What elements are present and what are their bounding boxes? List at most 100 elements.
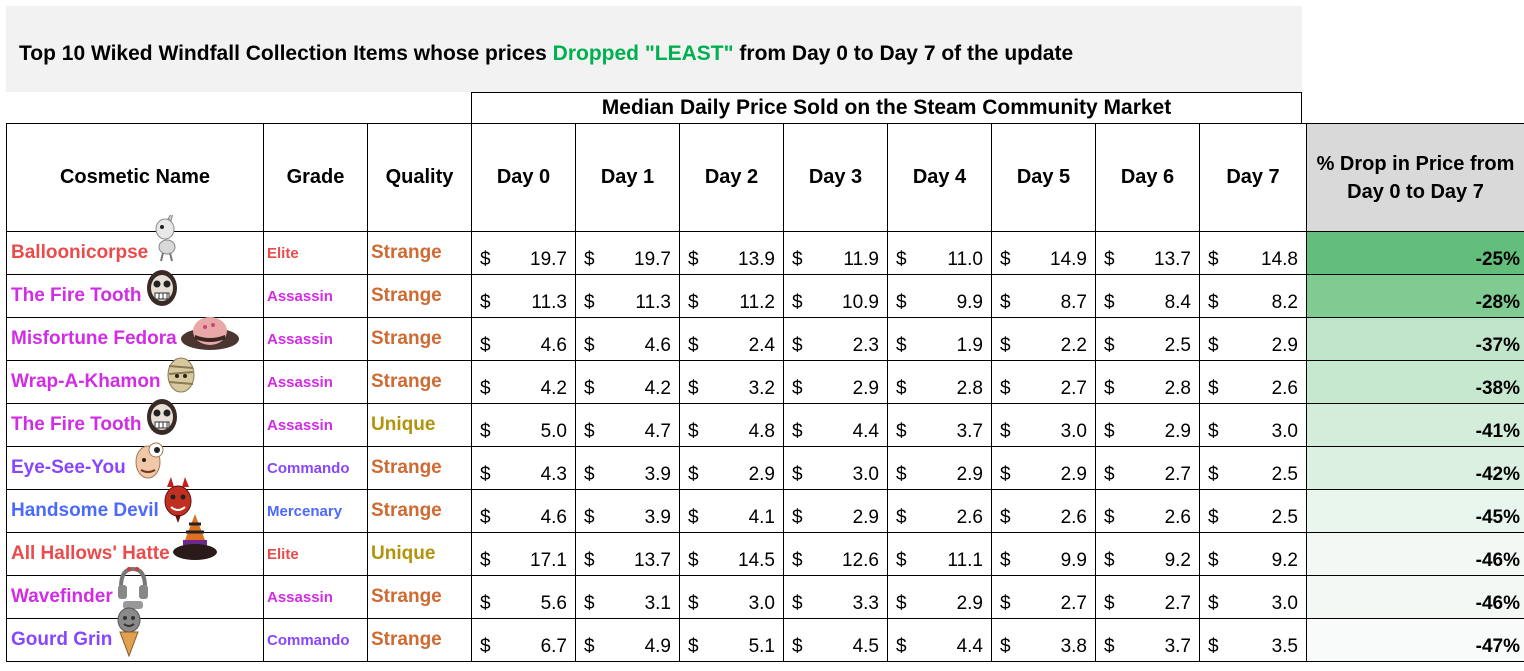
price-value: 2.5 — [1271, 464, 1298, 485]
price-cell-day-5: $8.7 — [991, 274, 1096, 318]
price-value: 9.9 — [956, 292, 983, 313]
currency-symbol: $ — [792, 378, 803, 399]
price-value: 11.9 — [843, 249, 879, 270]
currency-symbol: $ — [1208, 335, 1219, 356]
price-value: 19.7 — [530, 249, 567, 270]
quality-cell: Strange — [367, 489, 472, 533]
quality-cell: Strange — [367, 360, 472, 404]
currency-symbol: $ — [480, 507, 491, 528]
price-cell-day-0: $17.1 — [471, 532, 576, 576]
price-value: 8.7 — [1060, 292, 1087, 313]
price-value: 9.9 — [1060, 550, 1087, 571]
pct-drop-cell: -25% — [1306, 231, 1524, 275]
currency-symbol: $ — [1000, 249, 1011, 270]
price-value: 2.7 — [1060, 593, 1087, 614]
title-suffix: from Day 0 to Day 7 of the update — [733, 42, 1074, 65]
price-cell-day-4: $4.4 — [887, 618, 992, 662]
price-cell-day-6: $2.7 — [1095, 446, 1200, 490]
currency-symbol: $ — [1208, 378, 1219, 399]
header-day-0: Day 0 — [471, 123, 576, 232]
price-cell-day-7: $2.6 — [1199, 360, 1307, 404]
price-cell-day-6: $8.4 — [1095, 274, 1200, 318]
price-value: 14.5 — [738, 550, 775, 571]
eyeball-face-icon — [128, 442, 164, 488]
price-cell-day-3: $2.9 — [783, 360, 888, 404]
header-day-6: Day 6 — [1095, 123, 1200, 232]
price-value: 4.3 — [540, 464, 567, 485]
price-value: 3.2 — [748, 378, 775, 399]
price-value: 17.1 — [530, 550, 567, 571]
price-value: 3.8 — [1060, 636, 1087, 657]
price-cell-day-1: $4.9 — [575, 618, 680, 662]
cosmetic-name-cell: Misfortune Fedora — [6, 317, 264, 361]
currency-symbol: $ — [1104, 507, 1115, 528]
price-cell-day-7: $2.5 — [1199, 446, 1307, 490]
grade-cell: Commando — [263, 618, 368, 662]
currency-symbol: $ — [688, 421, 699, 442]
currency-symbol: $ — [1208, 292, 1219, 313]
price-cell-day-2: $4.8 — [679, 403, 784, 447]
currency-symbol: $ — [792, 421, 803, 442]
table-row: Handsome Devil Mercenary Strange $4.6 $3.9 $4… — [6, 477, 1524, 533]
price-value: 4.6 — [540, 335, 567, 356]
quality-cell: Strange — [367, 618, 472, 662]
price-value: 4.6 — [644, 335, 671, 356]
price-value: 2.9 — [956, 464, 983, 485]
currency-symbol: $ — [1000, 464, 1011, 485]
currency-symbol: $ — [1208, 550, 1219, 571]
price-value: 11.3 — [531, 292, 567, 313]
price-value: 11.1 — [947, 550, 983, 571]
header-cosmetic-name: Cosmetic Name — [6, 123, 264, 232]
price-cell-day-0: $4.6 — [471, 489, 576, 533]
currency-symbol: $ — [1104, 378, 1115, 399]
currency-symbol: $ — [688, 550, 699, 571]
title-banner: Top 10 Wiked Windfall Collection Items w… — [6, 6, 1302, 92]
price-cell-day-2: $3.2 — [679, 360, 784, 404]
price-cell-day-2: $5.1 — [679, 618, 784, 662]
price-value: 2.6 — [956, 507, 983, 528]
cosmetic-name: Balloonicorpse — [11, 242, 149, 264]
price-value: 9.2 — [1271, 550, 1298, 571]
price-value: 3.1 — [644, 593, 671, 614]
price-value: 13.9 — [738, 249, 775, 270]
currency-symbol: $ — [1000, 593, 1011, 614]
price-value: 3.9 — [644, 507, 671, 528]
price-cell-day-6: $2.6 — [1095, 489, 1200, 533]
price-cell-day-4: $11.1 — [887, 532, 992, 576]
currency-symbol: $ — [792, 507, 803, 528]
price-value: 4.5 — [852, 636, 879, 657]
price-value: 3.7 — [1164, 636, 1191, 657]
price-value: 2.7 — [1164, 593, 1191, 614]
price-cell-day-2: $2.9 — [679, 446, 784, 490]
witch-hat-icon — [172, 514, 217, 574]
price-value: 12.6 — [842, 550, 879, 571]
price-cell-day-0: $4.2 — [471, 360, 576, 404]
price-value: 8.2 — [1271, 292, 1298, 313]
unicorn-balloon-icon — [150, 215, 186, 273]
currency-symbol: $ — [1104, 464, 1115, 485]
price-cell-day-3: $2.3 — [783, 317, 888, 361]
price-cell-day-1: $19.7 — [575, 231, 680, 275]
header-pct-drop: % Drop in Price from Day 0 to Day 7 — [1306, 123, 1524, 232]
currency-symbol: $ — [688, 292, 699, 313]
price-cell-day-1: $3.9 — [575, 446, 680, 490]
price-value: 2.9 — [748, 464, 775, 485]
price-value: 2.7 — [1060, 378, 1087, 399]
price-cell-day-2: $3.0 — [679, 575, 784, 619]
price-value: 2.6 — [1164, 507, 1191, 528]
price-cell-day-7: $3.0 — [1199, 403, 1307, 447]
currency-symbol: $ — [1104, 292, 1115, 313]
skull-mask-icon — [144, 399, 180, 445]
currency-symbol: $ — [1000, 550, 1011, 571]
quality-cell: Strange — [367, 575, 472, 619]
grade-cell: Assassin — [263, 360, 368, 404]
price-cell-day-7: $2.5 — [1199, 489, 1307, 533]
price-table: Cosmetic Name Grade Quality Day 0 Day 1 … — [6, 123, 1524, 662]
price-cell-day-0: $19.7 — [471, 231, 576, 275]
price-cell-day-7: $14.8 — [1199, 231, 1307, 275]
price-value: 10.9 — [842, 292, 879, 313]
cosmetic-name: Wavefinder — [11, 586, 113, 608]
cosmetic-name-cell: The Fire Tooth — [6, 399, 264, 447]
price-value: 14.8 — [1261, 249, 1298, 270]
currency-symbol: $ — [1208, 593, 1219, 614]
